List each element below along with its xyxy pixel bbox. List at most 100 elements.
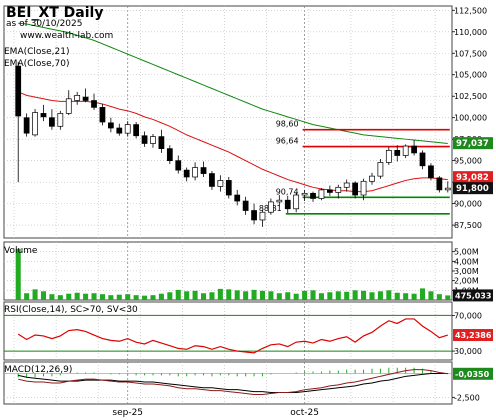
volume-bar <box>74 292 80 300</box>
price-tag <box>453 137 493 150</box>
chart-title: BEI_XT Daily <box>6 5 103 21</box>
candle-body <box>49 117 55 127</box>
candle-body <box>301 192 308 196</box>
grid-layer <box>3 5 453 405</box>
candle-body <box>107 122 114 129</box>
volume-bar <box>394 292 400 300</box>
y-tick-label: 110,000 <box>454 28 487 37</box>
y-tick-label: 90,000 <box>454 200 482 209</box>
candle-body <box>158 136 165 149</box>
volume-bar <box>209 292 215 300</box>
candle-body <box>217 180 224 187</box>
volume-bar <box>327 292 333 300</box>
candle-body <box>242 200 249 211</box>
volume-bar <box>419 288 426 300</box>
candle-body <box>444 187 451 191</box>
candle-body <box>133 124 140 137</box>
candle-body <box>276 199 283 203</box>
volume-bar <box>125 294 131 300</box>
candle-body <box>234 194 241 202</box>
volume-bar <box>192 290 198 300</box>
candle-body <box>284 199 291 210</box>
candle-body <box>326 189 333 193</box>
volume-bar <box>344 291 350 300</box>
candle-body <box>183 169 190 178</box>
volume-bar <box>66 293 72 300</box>
candle-body <box>40 113 47 118</box>
y-tick-label: 2,00M <box>454 277 479 286</box>
candle-body <box>293 194 300 210</box>
volume-bar <box>377 291 383 300</box>
y-tick-label: 100,000 <box>454 114 487 123</box>
level-label: 96,64 <box>276 137 299 146</box>
price-tag <box>453 182 493 195</box>
volume-bar <box>445 295 451 300</box>
y-tick-label: 87,500 <box>454 221 482 230</box>
candle-body <box>436 177 443 191</box>
candle-body <box>369 175 375 182</box>
y-tick-label: 70,000 <box>454 311 482 320</box>
y-tick-label: 112,500 <box>454 6 487 15</box>
macd-panel <box>4 367 452 395</box>
volume-bar <box>150 295 156 300</box>
candle-body <box>310 192 316 199</box>
volume-bar <box>32 289 38 300</box>
price-tag-label: 91,800 <box>456 184 489 194</box>
volume-bar <box>411 293 417 300</box>
candle-body <box>343 182 350 188</box>
candle-body <box>385 150 392 163</box>
volume-bar <box>142 295 148 300</box>
candle-body <box>23 117 30 134</box>
volume-bar <box>226 289 232 300</box>
volume-bar <box>352 290 358 300</box>
candle-body <box>15 65 22 117</box>
candle-body <box>65 98 72 114</box>
volume-bar <box>361 290 367 300</box>
macd-tag <box>453 367 493 380</box>
y-tick-label: -2,500 <box>454 393 480 402</box>
macd-line <box>18 369 448 395</box>
volume-bar <box>310 290 316 300</box>
ema21-label: EMA(Close,21) <box>4 47 69 57</box>
volume-bar <box>99 294 105 300</box>
x-tick-label: oct-25 <box>290 408 319 418</box>
candle-body <box>402 145 409 156</box>
volume-bar <box>285 292 291 300</box>
candle-body <box>251 210 257 221</box>
candle-body <box>124 124 131 134</box>
x-tick-label: sep-25 <box>112 408 143 418</box>
volume-bar <box>40 291 47 300</box>
volume-bar <box>276 293 282 300</box>
candle-body <box>377 162 384 177</box>
volume-bar <box>49 294 55 300</box>
volume-bar <box>108 295 114 300</box>
axis-layer: sep-25oct-2587,50090,00092,50095,00097,5… <box>112 6 493 418</box>
volume-bar <box>369 292 375 300</box>
rsi-tag <box>453 329 493 342</box>
candle-body <box>150 136 156 144</box>
candle-body <box>352 182 359 196</box>
y-tick-label: 105,000 <box>454 71 487 80</box>
volume-tag <box>453 289 493 302</box>
candle-body <box>99 107 106 123</box>
volume-bar <box>184 291 190 300</box>
candle-body <box>91 100 97 108</box>
volume-bar <box>259 290 266 300</box>
candle-body <box>200 167 207 174</box>
volume-bar <box>83 293 89 300</box>
y-tick-label: 4,00M <box>454 257 479 266</box>
volume-bar <box>234 290 240 300</box>
volume-bar <box>91 293 97 300</box>
candle-body <box>175 160 182 171</box>
candle-body <box>209 173 215 187</box>
candle-body <box>141 135 148 144</box>
volume-bar <box>335 291 341 300</box>
panel-frame <box>3 5 453 239</box>
volume-bar <box>251 289 257 300</box>
rsi-line <box>17 318 448 354</box>
candle-body <box>166 148 173 162</box>
chart-date: as of 30/10/2025 <box>6 19 82 29</box>
candle-body <box>82 96 89 101</box>
